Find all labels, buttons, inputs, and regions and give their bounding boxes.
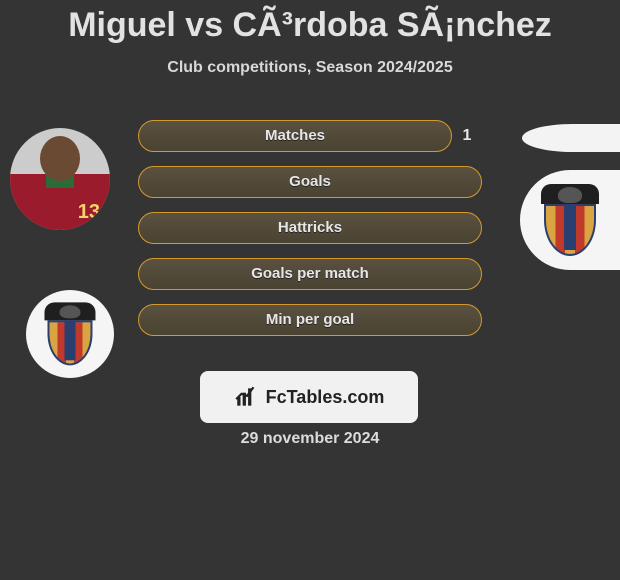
brand-text: FcTables.com <box>266 387 385 408</box>
stat-row-goals-per-match: Goals per match <box>138 258 482 290</box>
club-right-badge <box>520 170 620 270</box>
page-subtitle: Club competitions, Season 2024/2025 <box>0 59 620 77</box>
stat-row-matches: Matches 1 <box>138 120 482 152</box>
stat-row-hattricks: Hattricks <box>138 212 482 244</box>
stat-pill: Goals per match <box>138 258 482 290</box>
club-right-crest-icon <box>541 184 599 256</box>
player-left-avatar: 13 <box>10 128 110 230</box>
brand-box: FcTables.com <box>200 371 418 423</box>
date-text: 29 november 2024 <box>0 430 620 448</box>
stats-panel: Matches 1 Goals Hattricks Goals per matc… <box>138 120 482 350</box>
club-left-crest-icon <box>44 302 95 365</box>
stat-right-value: 1 <box>452 127 482 145</box>
player-left-jersey-number: 13 <box>78 201 100 224</box>
stat-pill: Matches <box>138 120 452 152</box>
player-left-head <box>40 136 80 181</box>
player-right-placeholder <box>522 124 620 152</box>
stat-pill: Goals <box>138 166 482 198</box>
chart-icon <box>234 384 260 410</box>
stat-row-goals: Goals <box>138 166 482 198</box>
stat-pill: Min per goal <box>138 304 482 336</box>
stat-pill: Hattricks <box>138 212 482 244</box>
page-title: Miguel vs CÃ³rdoba SÃ¡nchez <box>0 0 620 45</box>
club-left-badge <box>26 290 114 378</box>
stat-row-min-per-goal: Min per goal <box>138 304 482 336</box>
